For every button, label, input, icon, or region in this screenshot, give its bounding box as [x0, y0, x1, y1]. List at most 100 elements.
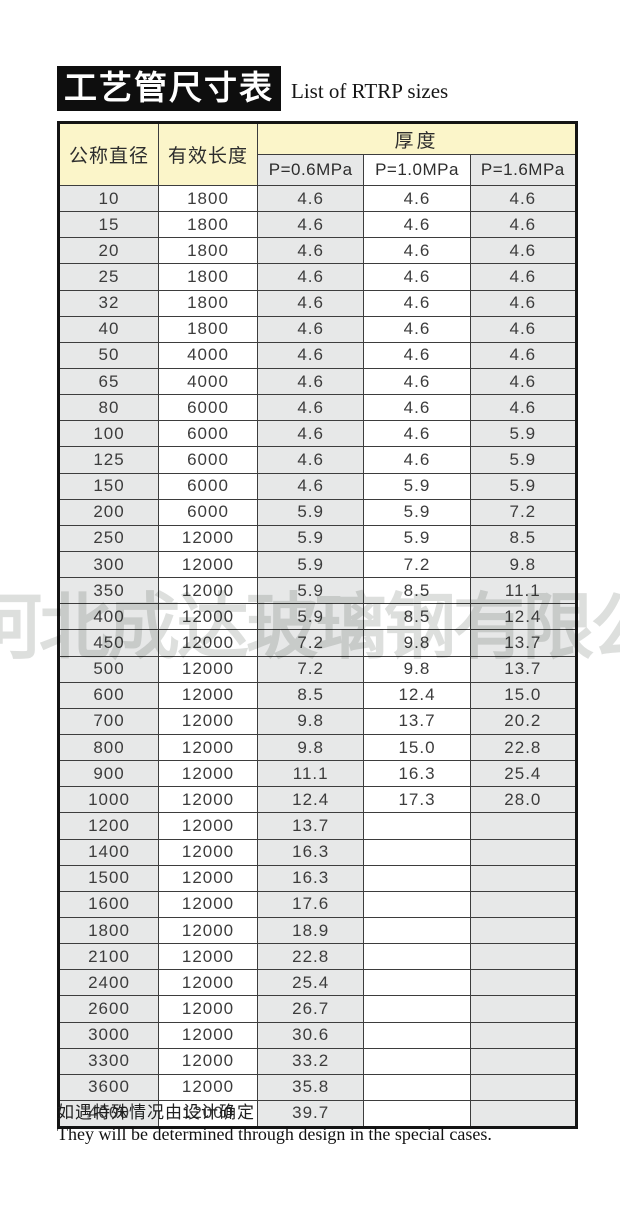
- table-cell: 13.7: [469, 655, 578, 683]
- table-cell: [363, 943, 471, 971]
- table-cell: 9.8: [363, 629, 471, 657]
- column-header-p06: P=0.6MPa: [256, 154, 365, 186]
- table-cell: 5.9: [256, 498, 365, 526]
- table-cell: [363, 864, 471, 892]
- table-row: 3600 12000 35.8: [58, 1073, 578, 1101]
- table-row: 65 4000 4.6 4.6 4.6: [58, 367, 578, 396]
- table-cell: 4.6: [363, 211, 471, 239]
- table-cell: 4.6: [256, 237, 365, 265]
- table-cell: 8.5: [363, 577, 471, 605]
- table-cell: 200: [58, 498, 159, 526]
- table-row: 1200 12000 13.7: [58, 812, 578, 840]
- table-cell: 12.4: [256, 786, 365, 814]
- table-cell: 12000: [158, 577, 258, 605]
- table-cell: 125: [58, 446, 159, 474]
- table-row: 15 1800 4.6 4.6 4.6: [58, 211, 578, 239]
- table-cell: 1800: [158, 315, 258, 343]
- table-cell: 16.3: [256, 864, 365, 892]
- footer-note-en: They will be determined through design i…: [57, 1124, 492, 1144]
- table-cell: [469, 890, 578, 918]
- table-cell: 4.6: [363, 184, 471, 213]
- table-cell: 12000: [158, 707, 258, 735]
- page-header: 工艺管尺寸表 List of RTRP sizes: [57, 66, 448, 111]
- table-cell: 12000: [158, 1047, 258, 1075]
- table-row: 700 12000 9.8 13.7 20.2: [58, 707, 578, 735]
- table-row: 4000 12000 39.7: [58, 1099, 578, 1129]
- table-cell: 1400: [58, 838, 159, 866]
- table-cell: 33.2: [256, 1047, 365, 1075]
- table-row: 1400 12000 16.3: [58, 838, 578, 866]
- table-cell: 2600: [58, 995, 159, 1023]
- table-cell: 40: [58, 315, 159, 343]
- table-body: 10 1800 4.6 4.6 4.6 15 1800 4.6 4.6 4.6 20 1800 4.6 4…: [58, 184, 578, 1129]
- table-cell: 4.6: [363, 315, 471, 343]
- table-cell: 39.7: [256, 1099, 365, 1129]
- table-cell: 100: [58, 420, 159, 448]
- table-row: 600 12000 8.5 12.4 15.0: [58, 681, 578, 709]
- table-cell: 4.6: [469, 289, 578, 317]
- table-cell: 16.3: [256, 838, 365, 866]
- table-cell: 12000: [158, 864, 258, 892]
- table-cell: 11.1: [469, 577, 578, 605]
- table-row: 1800 12000 18.9: [58, 916, 578, 945]
- table-cell: [469, 1047, 578, 1075]
- table-cell: 15.0: [363, 733, 471, 762]
- table-cell: [469, 864, 578, 892]
- table-cell: 12000: [158, 603, 258, 631]
- table-cell: 1800: [158, 289, 258, 317]
- table-cell: 5.9: [256, 524, 365, 552]
- table-cell: [469, 838, 578, 866]
- table-cell: 9.8: [256, 733, 365, 762]
- table-row: 2400 12000 25.4: [58, 969, 578, 997]
- table-cell: 150: [58, 472, 159, 500]
- table-cell: 4.6: [256, 446, 365, 474]
- table-cell: [469, 916, 578, 945]
- table-cell: 4.6: [363, 237, 471, 265]
- table-cell: 12000: [158, 760, 258, 788]
- table-cell: 4.6: [469, 367, 578, 396]
- table-cell: [469, 995, 578, 1023]
- table-cell: 8.5: [469, 524, 578, 552]
- table-row: 900 12000 11.1 16.3 25.4: [58, 760, 578, 788]
- table-cell: 20: [58, 237, 159, 265]
- table-cell: 1200: [58, 812, 159, 840]
- table-cell: 25.4: [469, 760, 578, 788]
- table-cell: 12000: [158, 969, 258, 997]
- table-cell: 12000: [158, 943, 258, 971]
- table-cell: 13.7: [363, 707, 471, 735]
- table-cell: 80: [58, 394, 159, 422]
- table-cell: [363, 1099, 471, 1129]
- table-cell: 300: [58, 550, 159, 579]
- table-row: 800 12000 9.8 15.0 22.8: [58, 733, 578, 762]
- table-cell: 6000: [158, 472, 258, 500]
- table-cell: 4.6: [363, 394, 471, 422]
- table-cell: 1800: [158, 211, 258, 239]
- table-cell: 2100: [58, 943, 159, 971]
- table-cell: 13.7: [469, 629, 578, 657]
- table-cell: 4.6: [469, 315, 578, 343]
- table-cell: 12000: [158, 786, 258, 814]
- table-cell: 26.7: [256, 995, 365, 1023]
- table-cell: 4.6: [363, 446, 471, 474]
- table-cell: 4.6: [363, 263, 471, 291]
- table-row: 350 12000 5.9 8.5 11.1: [58, 577, 578, 605]
- table-cell: 1800: [158, 184, 258, 213]
- table-row: 32 1800 4.6 4.6 4.6: [58, 289, 578, 317]
- table-cell: 12000: [158, 995, 258, 1023]
- table-cell: 4.6: [256, 184, 365, 213]
- table-cell: 35.8: [256, 1073, 365, 1101]
- table-cell: 7.2: [363, 550, 471, 579]
- table-cell: 12000: [158, 733, 258, 762]
- table-cell: 4.6: [256, 211, 365, 239]
- table-cell: 12000: [158, 916, 258, 945]
- table-cell: 11.1: [256, 760, 365, 788]
- table-cell: 10: [58, 184, 159, 213]
- table-row: 150 6000 4.6 5.9 5.9: [58, 472, 578, 500]
- table-row: 1000 12000 12.4 17.3 28.0: [58, 786, 578, 814]
- table-header: 公称直径 有效长度 厚度 P=0.6MPa P=1.0MPa P=1.6MPa: [58, 122, 578, 186]
- table-cell: 12.4: [469, 603, 578, 631]
- table-row: 300 12000 5.9 7.2 9.8: [58, 550, 578, 579]
- page-title-zh: 工艺管尺寸表: [57, 66, 281, 111]
- table-cell: 4.6: [256, 289, 365, 317]
- table-cell: 250: [58, 524, 159, 552]
